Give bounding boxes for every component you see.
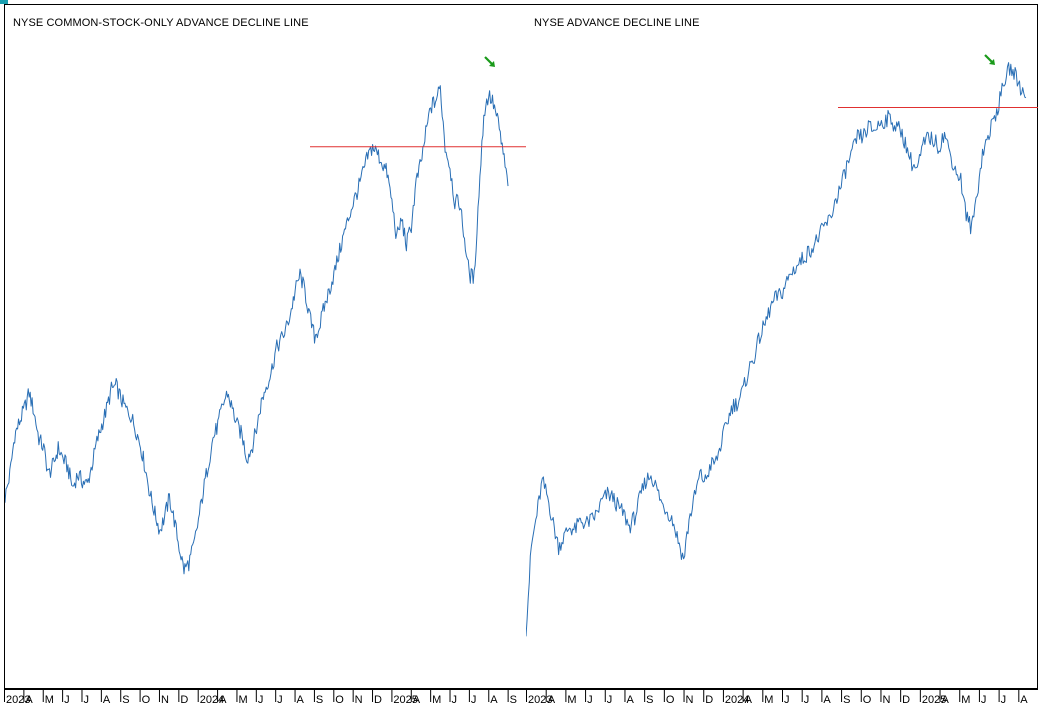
ad-line-series: [526, 62, 1027, 637]
x-tick-label: A: [626, 694, 634, 706]
x-tick-label: A: [219, 694, 227, 706]
left-chart-title: NYSE COMMON-STOCK-ONLY ADVANCE DECLINE L…: [13, 17, 309, 29]
x-tick-label: A: [745, 694, 753, 706]
ad-line-series: [5, 85, 509, 575]
x-tick-label: J: [607, 694, 613, 706]
x-tick-label: O: [666, 694, 675, 706]
green-arrow-icon: [484, 56, 495, 67]
teal-accent-strip: [0, 0, 8, 4]
x-tick-label: J: [587, 694, 593, 706]
x-tick-label: J: [277, 694, 283, 706]
x-tick-label: J: [258, 694, 264, 706]
x-tick-label: N: [882, 694, 890, 706]
x-tick-label: D: [902, 694, 910, 706]
x-tick-label: S: [316, 694, 323, 706]
x-tick-label: D: [180, 694, 188, 706]
x-tick-label: O: [142, 694, 151, 706]
x-tick-label: J: [784, 694, 790, 706]
x-tick-label: J: [1001, 694, 1007, 706]
x-tick-label: A: [1020, 694, 1028, 706]
x-tick-label: S: [510, 694, 517, 706]
green-arrow-icon: [984, 54, 995, 65]
left-chart-plot: [5, 56, 528, 575]
x-tick-label: O: [863, 694, 872, 706]
x-tick-label: J: [83, 694, 89, 706]
right-chart-plot: [526, 54, 1038, 637]
x-tick-label: J: [64, 694, 70, 706]
x-tick-label: M: [764, 694, 773, 706]
x-tick-label: A: [103, 694, 111, 706]
right-x-axis: 2023 A M J J A S O N D 2024 A M J J A S O N D 2025 A M J J A: [526, 689, 1038, 709]
x-tick-label: J: [471, 694, 477, 706]
x-tick-label: J: [981, 694, 987, 706]
x-tick-label: A: [413, 694, 421, 706]
x-tick-label: A: [548, 694, 556, 706]
x-tick-label: S: [843, 694, 850, 706]
x-tick-label: A: [823, 694, 831, 706]
x-tick-label: S: [122, 694, 129, 706]
x-tick-label: S: [646, 694, 653, 706]
x-tick-label: M: [238, 694, 247, 706]
x-tick-label: D: [374, 694, 382, 706]
x-tick-label: J: [452, 694, 458, 706]
right-chart-title: NYSE ADVANCE DECLINE LINE: [534, 17, 700, 29]
x-tick-label: D: [705, 694, 713, 706]
x-tick-label: N: [686, 694, 694, 706]
x-tick-label: A: [490, 694, 498, 706]
x-tick-label: M: [567, 694, 576, 706]
x-tick-label: M: [961, 694, 970, 706]
x-tick-label: M: [45, 694, 54, 706]
x-tick-label: A: [942, 694, 950, 706]
x-tick-label: A: [297, 694, 305, 706]
x-tick-label: N: [161, 694, 169, 706]
x-tick-label: N: [355, 694, 363, 706]
left-chart-panel: NYSE COMMON-STOCK-ONLY ADVANCE DECLINE L…: [4, 4, 528, 689]
right-chart-panel: NYSE ADVANCE DECLINE LINE: [526, 4, 1038, 689]
x-tick-label: A: [25, 694, 33, 706]
x-tick-label: O: [335, 694, 344, 706]
x-tick-label: J: [804, 694, 810, 706]
left-x-axis: 2023 A M J J A S O N D 2024 A M J J A S O N D 2025 A M J J A S: [4, 689, 527, 709]
x-tick-label: M: [432, 694, 441, 706]
